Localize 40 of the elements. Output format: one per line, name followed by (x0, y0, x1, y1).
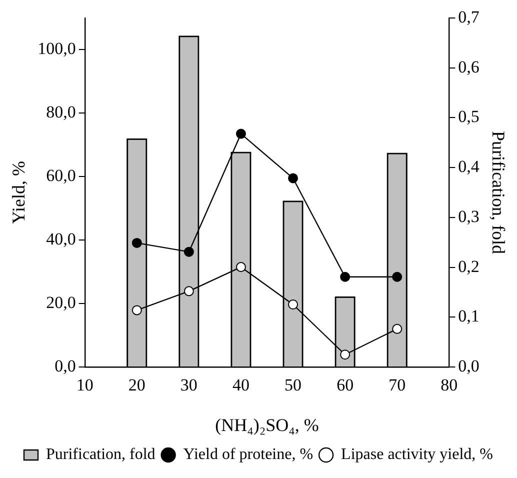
point (132, 238, 142, 248)
point (236, 262, 246, 272)
legend-label: Lipase activity yield, % (341, 446, 494, 464)
point (392, 272, 402, 282)
x-tick-label: 80 (440, 376, 458, 395)
y-tick-label: 40,0 (46, 230, 76, 249)
x-axis-title: (NH₄)₂SO₄, % (215, 414, 319, 435)
y2-axis-title: Purification, fold (488, 131, 508, 254)
legend-label: Purification, fold (46, 446, 156, 464)
y-tick-label: 80,0 (46, 102, 76, 122)
y2-tick-label: 0,7 (458, 7, 480, 26)
point (288, 300, 298, 310)
x-tick-label: 70 (388, 376, 406, 395)
point (184, 246, 194, 257)
y-tick-label: 20,0 (46, 293, 76, 312)
point (132, 305, 142, 316)
point (236, 128, 246, 139)
y2-tick-label: 0,6 (458, 57, 480, 76)
y-tick-label: 100,0 (38, 39, 76, 58)
point (340, 350, 350, 360)
x-tick-label: 50 (284, 376, 302, 395)
x-tick-label: 10 (76, 376, 94, 395)
point (392, 324, 402, 334)
x-tick-label: 60 (336, 376, 354, 395)
y-axis-title: Yield, % (8, 161, 29, 224)
y2-tick-label: 0,4 (458, 157, 480, 176)
y2-tick-label: 0,2 (458, 256, 480, 276)
y-tick-label: 0,0 (54, 356, 76, 376)
y2-tick-label: 0,3 (458, 206, 480, 226)
y2-tick-label: 0,1 (458, 306, 480, 326)
y2-tick-label: 0,5 (458, 107, 480, 126)
point (288, 173, 298, 184)
x-tick-label: 20 (128, 376, 146, 395)
y2-tick-label: 0,0 (458, 356, 480, 376)
legend-label: Yield of proteine, % (183, 446, 314, 464)
x-tick-label: 40 (232, 376, 250, 395)
point (184, 286, 194, 296)
point (340, 272, 350, 282)
x-tick-label: 30 (180, 376, 198, 395)
y-tick-label: 60,0 (46, 166, 76, 186)
